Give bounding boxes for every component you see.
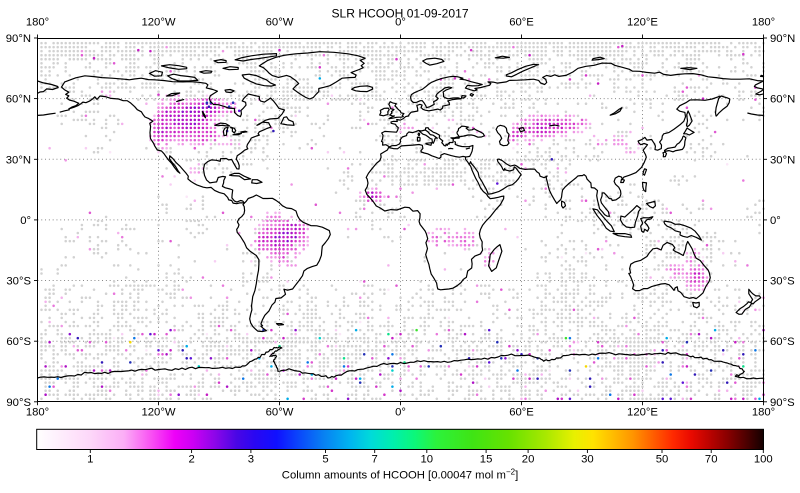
svg-text:90°N: 90°N — [6, 33, 31, 45]
svg-text:90°N: 90°N — [770, 33, 795, 45]
svg-text:90°S: 90°S — [770, 397, 795, 409]
svg-text:180°: 180° — [752, 17, 775, 29]
svg-text:2: 2 — [188, 453, 194, 465]
svg-text:3: 3 — [248, 453, 254, 465]
svg-text:30: 30 — [581, 453, 594, 465]
svg-text:30°S: 30°S — [770, 276, 795, 288]
svg-text:0°: 0° — [395, 406, 406, 418]
svg-text:60°N: 60°N — [6, 94, 31, 106]
svg-text:70: 70 — [705, 453, 718, 465]
svg-text:60°W: 60°W — [266, 17, 294, 29]
svg-text:60°W: 60°W — [266, 406, 294, 418]
svg-text:120°W: 120°W — [141, 406, 175, 418]
svg-text:60°E: 60°E — [509, 406, 534, 418]
svg-text:50: 50 — [656, 453, 669, 465]
svg-text:120°W: 120°W — [141, 17, 175, 29]
svg-text:180°: 180° — [752, 406, 775, 418]
svg-text:30°S: 30°S — [6, 276, 31, 288]
svg-text:120°E: 120°E — [627, 406, 658, 418]
svg-text:Column amounts of HCOOH [0.000: Column amounts of HCOOH [0.00047 mol m−2… — [282, 467, 518, 482]
svg-text:30°N: 30°N — [6, 154, 31, 166]
svg-text:180°: 180° — [26, 17, 49, 29]
svg-text:10: 10 — [421, 453, 434, 465]
svg-text:SLR HCOOH 01-09-2017: SLR HCOOH 01-09-2017 — [331, 7, 468, 21]
svg-text:60°S: 60°S — [6, 336, 31, 348]
svg-text:90°S: 90°S — [6, 397, 31, 409]
svg-text:0°: 0° — [395, 17, 406, 29]
svg-text:7: 7 — [372, 453, 378, 465]
svg-text:0°: 0° — [20, 215, 31, 227]
svg-text:180°: 180° — [26, 406, 49, 418]
svg-text:100: 100 — [754, 453, 773, 465]
svg-text:120°E: 120°E — [627, 17, 658, 29]
svg-text:1: 1 — [87, 453, 93, 465]
svg-text:15: 15 — [480, 453, 493, 465]
svg-text:60°S: 60°S — [770, 336, 795, 348]
svg-text:30°N: 30°N — [770, 154, 795, 166]
svg-text:60°E: 60°E — [509, 17, 534, 29]
svg-text:20: 20 — [522, 453, 535, 465]
svg-text:5: 5 — [322, 453, 328, 465]
svg-text:0°: 0° — [770, 215, 781, 227]
svg-text:60°N: 60°N — [770, 94, 795, 106]
